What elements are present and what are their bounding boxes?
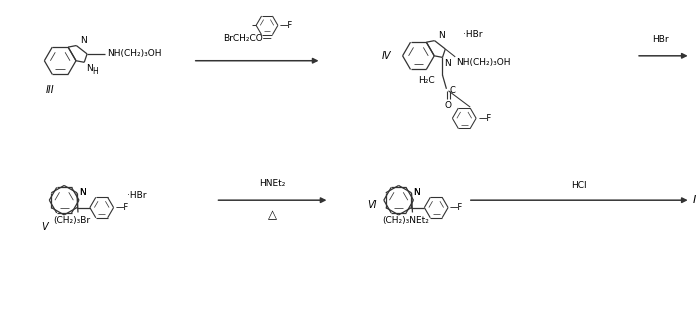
Text: —F: —F bbox=[280, 21, 293, 30]
Text: —F: —F bbox=[478, 114, 491, 123]
Text: N: N bbox=[80, 35, 87, 44]
Text: IV: IV bbox=[382, 51, 391, 61]
Text: VI: VI bbox=[367, 200, 376, 210]
Text: NH(CH₂)₃OH: NH(CH₂)₃OH bbox=[107, 49, 161, 58]
Text: (CH₂)₃Br: (CH₂)₃Br bbox=[54, 216, 91, 225]
Text: N: N bbox=[79, 188, 86, 197]
Text: HNEt₂: HNEt₂ bbox=[259, 179, 286, 188]
Text: HCl: HCl bbox=[571, 181, 587, 190]
Text: H: H bbox=[92, 67, 98, 76]
Text: N: N bbox=[86, 64, 93, 73]
Text: C: C bbox=[449, 86, 455, 95]
Text: I: I bbox=[693, 195, 696, 205]
Text: N: N bbox=[79, 188, 86, 197]
Text: △: △ bbox=[268, 208, 277, 221]
Text: BrCH₂CO—: BrCH₂CO— bbox=[223, 34, 272, 43]
Text: III: III bbox=[46, 85, 55, 95]
Text: O: O bbox=[445, 100, 452, 109]
Text: NH(CH₂)₃OH: NH(CH₂)₃OH bbox=[456, 58, 511, 67]
Text: ·HBr: ·HBr bbox=[463, 30, 482, 39]
Text: N: N bbox=[414, 188, 420, 197]
Text: V: V bbox=[41, 222, 48, 232]
Text: (CH₂)₃NEt₂: (CH₂)₃NEt₂ bbox=[382, 216, 429, 225]
Text: —F: —F bbox=[115, 203, 129, 212]
Text: HBr: HBr bbox=[653, 35, 669, 44]
Text: N: N bbox=[445, 59, 452, 68]
Text: H₂C: H₂C bbox=[418, 76, 435, 85]
Text: N: N bbox=[438, 31, 445, 39]
Text: ·HBr: ·HBr bbox=[127, 191, 147, 200]
Text: N: N bbox=[414, 188, 420, 197]
Text: —F: —F bbox=[450, 203, 463, 212]
